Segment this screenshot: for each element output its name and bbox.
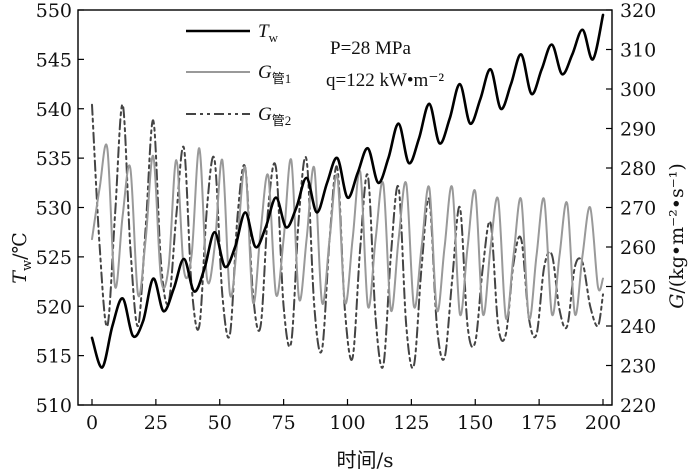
x-tick-label: 75 — [272, 412, 296, 434]
series-line-tw — [90, 13, 605, 369]
x-tick-label: 100 — [329, 412, 365, 434]
series-line-g1 — [91, 143, 604, 321]
right-y-tick-label: 270 — [620, 198, 656, 220]
legend-sub-g1: 管1 — [272, 71, 292, 86]
right-y-tick-label: 260 — [620, 237, 656, 259]
left-y-tick-label: 550 — [36, 0, 72, 22]
legend-label-tw: Tw — [258, 21, 279, 45]
left-y-tick-label: 535 — [36, 148, 72, 170]
x-axis-label: 时间/s — [336, 448, 393, 472]
legend: Tw G管1 G管2 — [186, 21, 291, 128]
left-y-tick-label: 510 — [36, 395, 72, 417]
x-tick-label: 125 — [393, 412, 429, 434]
right-y-label-main: G — [666, 294, 688, 309]
legend-label-g1: G管1 — [258, 62, 291, 86]
x-tick-label: 175 — [521, 412, 557, 434]
right-y-tick-label: 250 — [620, 277, 656, 299]
legend-label-g2: G管2 — [258, 104, 291, 128]
x-tick-label: 25 — [144, 412, 168, 434]
annotations: P=28 MPa q=122 kW•m⁻² — [326, 38, 444, 91]
legend-main-g1: G — [258, 62, 272, 83]
legend-main-g2: G — [258, 104, 272, 125]
left-y-label-sub: w — [20, 260, 35, 271]
axes-layer: 0 25 50 75 100 125 150 175 200 510 515 520 525 530 535… — [36, 0, 657, 434]
left-y-tick-label: 525 — [36, 247, 72, 269]
x-tick-label: 200 — [585, 412, 621, 434]
left-y-label-unit: /℃ — [9, 232, 31, 260]
legend-main-tw: T — [258, 21, 270, 42]
left-y-label-main: T — [9, 270, 31, 284]
right-y-tick-label: 320 — [620, 0, 656, 22]
right-y-axis-label: G/(kg•m⁻²•s⁻¹) — [666, 163, 688, 309]
legend-sub-g2: 管2 — [272, 113, 292, 128]
left-y-tick-label: 530 — [36, 198, 72, 220]
series-line-g2 — [91, 103, 604, 369]
right-y-tick-label: 240 — [620, 316, 656, 338]
right-y-tick-label: 310 — [620, 40, 656, 62]
x-tick-label: 0 — [86, 412, 98, 434]
annotation-heat-flux: q=122 kW•m⁻² — [326, 70, 444, 91]
right-y-label-unit: /(kg•m⁻²•s⁻¹) — [666, 163, 688, 293]
left-y-axis-label: Tw/℃ — [9, 232, 35, 283]
right-y-tick-label: 280 — [620, 158, 656, 180]
right-y-tick-label: 300 — [620, 79, 656, 101]
left-y-tick-label: 515 — [36, 346, 72, 368]
left-y-tick-label: 540 — [36, 99, 72, 121]
legend-sub-tw: w — [269, 30, 279, 45]
annotation-pressure: P=28 MPa — [330, 38, 411, 59]
series-layer — [90, 13, 605, 369]
x-tick-label: 50 — [208, 412, 232, 434]
left-y-tick-label: 545 — [36, 49, 72, 71]
right-y-tick-label: 290 — [620, 119, 656, 141]
right-y-tick-label: 220 — [620, 395, 656, 417]
x-tick-label: 150 — [457, 412, 493, 434]
left-y-tick-label: 520 — [36, 296, 72, 318]
right-y-tick-label: 230 — [620, 356, 656, 378]
